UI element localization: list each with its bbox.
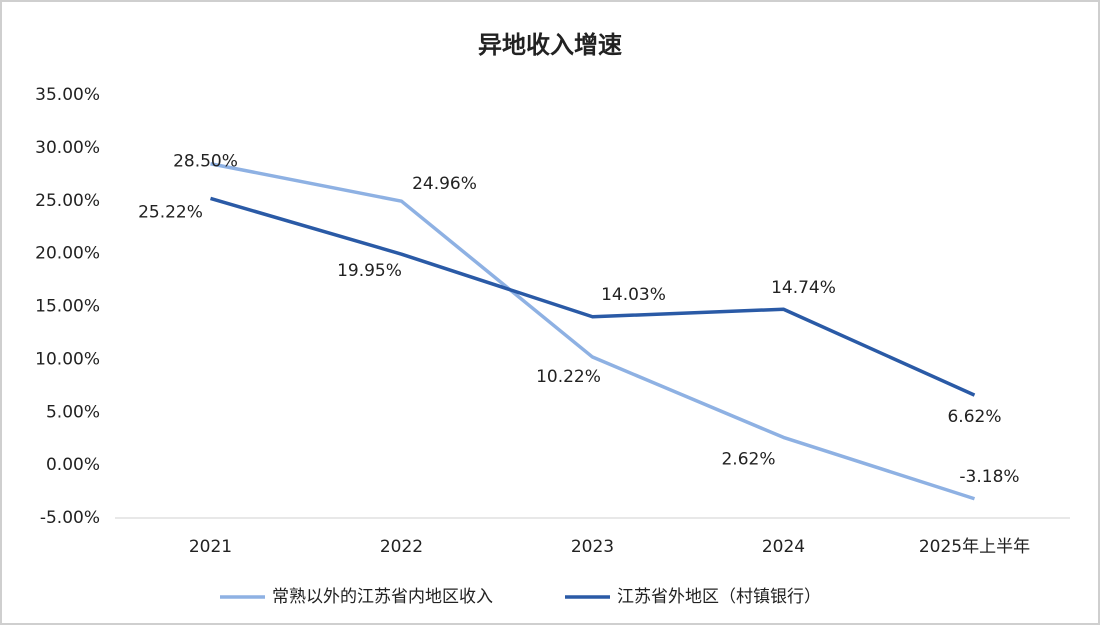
y-tick-label: 15.00% [35,297,100,317]
y-tick-label: 30.00% [35,138,100,158]
data-label: 2.62% [721,449,775,469]
data-label: -3.18% [959,467,1019,487]
data-label: 10.22% [536,367,601,387]
y-tick-label: 35.00% [35,85,100,105]
x-tick-label: 2023 [571,537,614,557]
x-tick-label: 2024 [762,537,805,557]
data-label: 19.95% [337,261,402,281]
chart-title: 异地收入增速 [478,31,622,59]
data-label: 28.50% [173,152,238,172]
series-line [210,196,976,397]
y-tick-label: -5.00% [40,508,100,528]
data-label: 24.96% [412,174,477,194]
y-tick-label: 25.00% [35,191,100,211]
data-label: 25.22% [138,202,203,222]
legend-label: 江苏省外地区（村镇银行） [617,587,821,607]
y-tick-label: 20.00% [35,244,100,264]
x-tick-label: 2021 [189,537,232,557]
y-tick-label: 5.00% [46,402,100,422]
series-line [210,162,976,501]
data-label: 6.62% [947,407,1001,427]
data-label: 14.74% [771,278,836,298]
y-tick-label: 0.00% [46,455,100,475]
legend-label: 常熟以外的江苏省内地区收入 [272,586,493,607]
data-label: 14.03% [601,285,666,305]
x-tick-label: 2022 [380,537,423,557]
y-tick-label: 10.00% [35,349,100,369]
x-tick-label: 2025年上半年 [919,537,1030,557]
